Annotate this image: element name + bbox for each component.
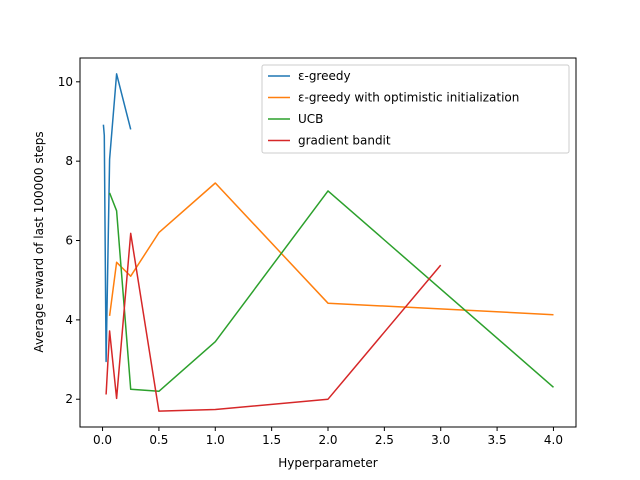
x-tick-label: 1.0 — [206, 433, 225, 447]
y-tick-label: 4 — [65, 313, 73, 327]
x-tick-label: 2.5 — [375, 433, 394, 447]
legend-box — [261, 64, 570, 154]
series-line-2 — [108, 190, 554, 393]
legend: ε-greedy ε-greedy with optimistic initial… — [261, 64, 570, 154]
x-tick-label: 1.5 — [262, 433, 281, 447]
x-axis-ticks: 0.0 0.5 1.0 1.5 2.0 2.5 3.0 3.5 4.0 — [93, 427, 563, 447]
series-line-0 — [102, 73, 132, 363]
y-tick-label: 2 — [65, 392, 73, 406]
series-layer — [102, 73, 554, 412]
y-axis-label: Average reward of last 100000 steps — [32, 131, 46, 352]
legend-label-0: ε-greedy — [298, 69, 351, 83]
x-tick-label: 2.0 — [318, 433, 337, 447]
legend-label-2: UCB — [298, 112, 323, 126]
y-tick-label: 8 — [65, 154, 73, 168]
y-tick-label: 10 — [58, 75, 73, 89]
legend-label-1: ε-greedy with optimistic initialization — [298, 91, 519, 105]
series-line-3 — [105, 232, 442, 412]
x-tick-label: 3.0 — [431, 433, 450, 447]
x-tick-label: 3.5 — [488, 433, 507, 447]
legend-label-3: gradient bandit — [298, 134, 391, 148]
x-tick-label: 0.0 — [93, 433, 112, 447]
y-tick-label: 6 — [65, 234, 73, 248]
series-line-1 — [108, 182, 554, 316]
y-axis-ticks: 2 4 6 8 10 — [58, 75, 80, 406]
x-tick-label: 4.0 — [544, 433, 563, 447]
x-axis-label: Hyperparameter — [278, 456, 377, 470]
x-tick-label: 0.5 — [149, 433, 168, 447]
